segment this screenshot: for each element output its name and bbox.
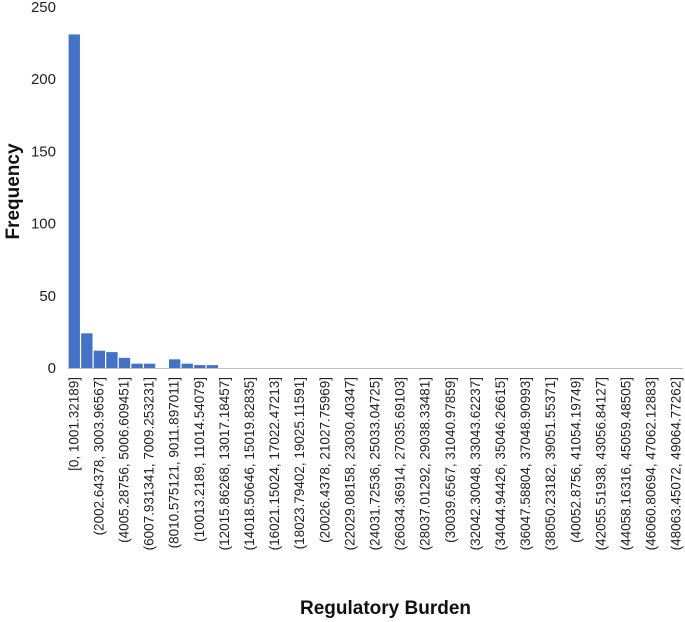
bar <box>169 359 181 368</box>
x-tick-label: (12015.86268, 13017.18457] <box>217 377 232 550</box>
x-tick-label: (14018.50646, 15019.82835] <box>242 377 257 550</box>
y-axis-title: Frequency <box>3 143 24 240</box>
x-tick-label: (22029.08158, 23030.40347] <box>342 377 357 550</box>
y-tick-label: 100 <box>31 216 56 233</box>
y-tick-label: 200 <box>31 71 56 88</box>
y-tick-labels: 0 50 100 150 200 250 <box>31 0 56 377</box>
bar <box>118 357 131 368</box>
y-tick-label: 0 <box>48 360 56 377</box>
x-tick-label: (4005.28756, 5006.609451] <box>116 377 131 543</box>
bar <box>206 365 219 368</box>
x-tick-label: (34044.94426, 35046.26615] <box>493 377 508 550</box>
y-tick-label: 250 <box>31 0 56 16</box>
x-tick-label: (8010.575121, 9011.897011] <box>167 377 182 548</box>
bar <box>143 363 156 368</box>
x-tick-label: (28037.01292, 29038.33481] <box>418 377 433 550</box>
y-tick-label: 150 <box>31 143 56 160</box>
x-tick-label: (24031.72536, 25033.04725] <box>368 377 383 550</box>
x-tick-label: [0, 1001.32189] <box>66 377 81 471</box>
x-tick-label: (20026.4378, 21027.75969] <box>317 377 332 543</box>
x-tick-label: (48063.45072, 49064.77262] <box>669 377 684 550</box>
x-tick-label: (40052.8756, 41054.19749] <box>568 377 583 543</box>
bar <box>181 363 193 368</box>
x-tick-label: (26034.36914, 27035.69103] <box>393 377 408 550</box>
bar <box>93 350 106 368</box>
x-tick-label: (2002.64378, 3003.96567] <box>91 377 106 535</box>
x-tick-label: (16021.15024, 17022.47213] <box>267 377 282 550</box>
bar <box>194 365 206 368</box>
y-tick-label: 50 <box>39 288 56 305</box>
bar <box>131 363 143 368</box>
bar <box>81 333 93 368</box>
x-tick-label: (30039.6567, 31040.97859] <box>443 377 458 543</box>
x-tick-label: (38050.23182, 39051.55371] <box>543 377 558 550</box>
x-tick-label: (18023.79402, 19025.11591] <box>292 377 307 549</box>
x-axis-title: Regulatory Burden <box>300 598 471 619</box>
x-tick-label: (10013.2189, 11014.54079] <box>192 377 207 542</box>
bar <box>68 34 80 368</box>
x-tick-label: (46060.80694, 47062.12883] <box>644 377 659 550</box>
x-tick-label: (36047.58804, 37048.90993] <box>518 377 533 550</box>
x-tick-labels: [0, 1001.32189] (2002.64378, 3003.96567] (… <box>66 377 683 550</box>
bar <box>106 352 118 368</box>
x-tick-label: (6007.931341, 7009.253231] <box>142 377 157 550</box>
bars-group <box>68 34 219 368</box>
x-tick-label: (44058.16316, 45059.48505] <box>619 377 634 550</box>
x-tick-label: (32042.30048, 33043.62237] <box>468 377 483 550</box>
x-tick-label: (42055.51938, 43056.84127] <box>593 377 608 550</box>
